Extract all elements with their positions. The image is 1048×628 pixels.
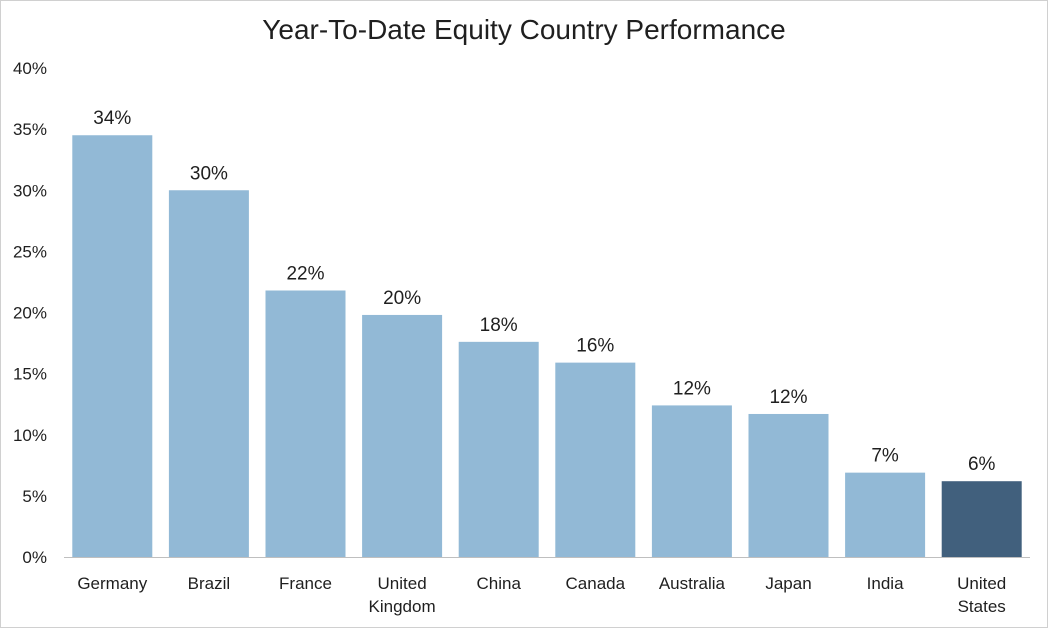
- data-label: 20%: [383, 288, 421, 309]
- y-tick-label: 40%: [13, 59, 47, 78]
- bar-brazil: [168, 190, 249, 557]
- y-tick-label: 35%: [13, 120, 47, 139]
- bars-group: [72, 135, 1022, 558]
- bar-japan: [748, 413, 829, 557]
- data-label: 34%: [93, 108, 131, 129]
- x-tick-label: States: [958, 597, 1006, 616]
- y-tick-label: 25%: [13, 242, 47, 261]
- x-axis: Germany Brazil France United Kingdom China Can…: [64, 557, 1030, 616]
- bar-france: [265, 290, 346, 557]
- x-tick-label: France: [279, 574, 332, 593]
- bar-canada: [555, 362, 636, 557]
- y-tick-label: 10%: [13, 426, 47, 445]
- x-tick-label: Brazil: [188, 574, 231, 593]
- y-tick-label: 0%: [22, 548, 47, 567]
- data-label: 18%: [480, 315, 518, 336]
- data-label: 12%: [769, 387, 807, 408]
- y-tick-label: 5%: [22, 487, 47, 506]
- x-tick-label: India: [867, 574, 904, 593]
- x-tick-label: Canada: [566, 574, 626, 593]
- bar-germany: [72, 135, 153, 558]
- y-tick-label: 15%: [13, 365, 47, 384]
- x-tick-label: Kingdom: [369, 597, 436, 616]
- y-tick-label: 30%: [13, 181, 47, 200]
- y-axis: 0% 5% 10% 15% 20% 25% 30% 35% 40%: [13, 59, 47, 567]
- data-labels-group: 34% 30% 22% 20% 18% 16% 12% 12% 7% 6%: [93, 108, 995, 475]
- bar-united-states: [941, 481, 1022, 557]
- data-label: 12%: [673, 378, 711, 399]
- x-tick-label: United: [378, 574, 427, 593]
- x-tick-label: China: [476, 574, 521, 593]
- x-tick-label: Australia: [659, 574, 726, 593]
- data-label: 30%: [190, 163, 228, 184]
- chart-title: Year-To-Date Equity Country Performance: [262, 14, 786, 45]
- data-label: 16%: [576, 336, 614, 357]
- data-label: 22%: [286, 263, 324, 284]
- data-label: 7%: [871, 446, 899, 467]
- bar-china: [458, 341, 539, 557]
- data-label: 6%: [968, 454, 996, 475]
- x-tick-label: Japan: [765, 574, 811, 593]
- x-tick-label: Germany: [77, 574, 147, 593]
- x-tick-label: United: [957, 574, 1006, 593]
- bar-australia: [651, 405, 732, 557]
- bar-united-kingdom: [362, 314, 443, 557]
- y-tick-label: 20%: [13, 304, 47, 323]
- bar-india: [845, 472, 926, 557]
